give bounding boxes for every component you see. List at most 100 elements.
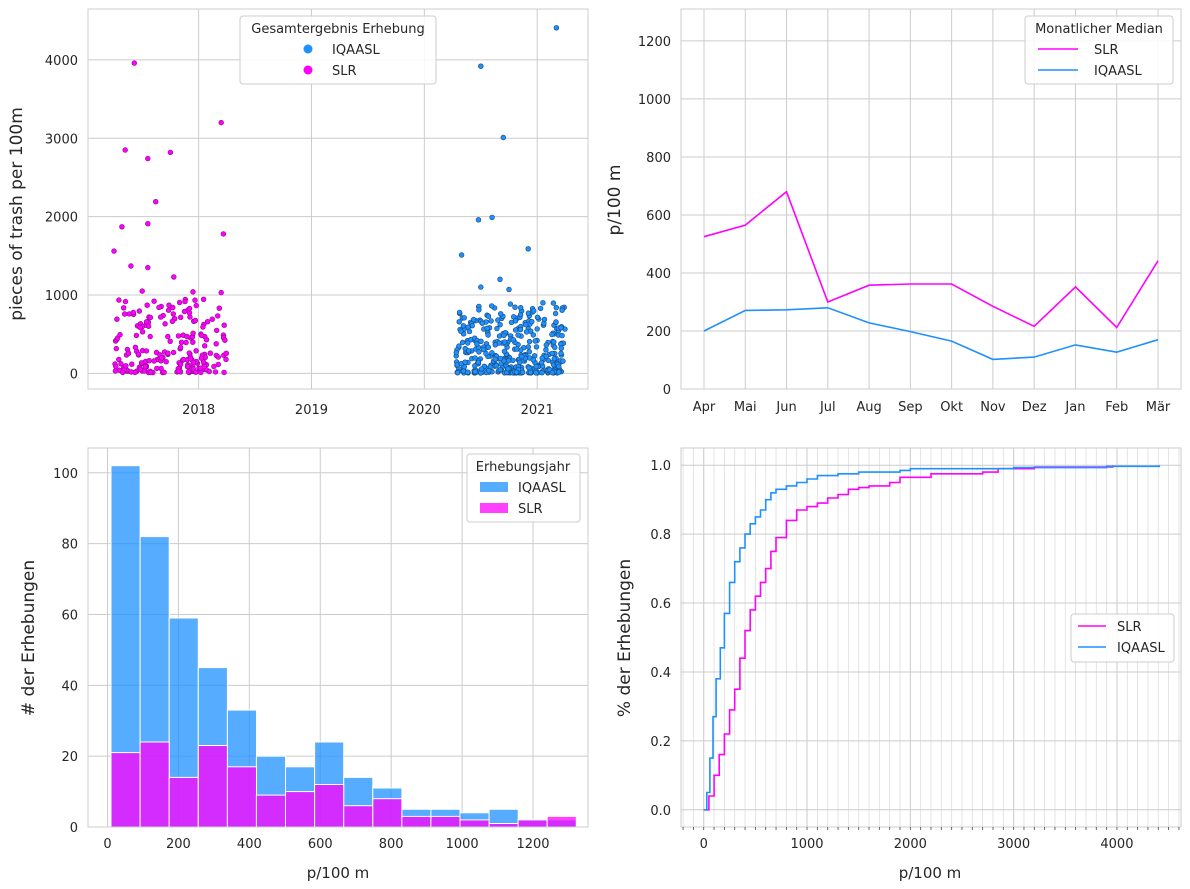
scatter-point [498, 311, 504, 317]
histogram-x-tick: 800 [379, 837, 404, 852]
scatter-point [489, 303, 495, 309]
histogram-legend-swatch-iqaasl [480, 482, 508, 492]
scatter-point [552, 344, 558, 351]
ecdf-y-tick: 0.8 [650, 528, 671, 543]
scatter-point [517, 305, 524, 311]
scatter-point [556, 363, 562, 370]
scatter-point [144, 302, 150, 308]
histogram-bar-slr [197, 745, 228, 828]
histogram-bar-slr [401, 815, 432, 828]
scatter-point [506, 286, 512, 293]
scatter-point [486, 368, 492, 374]
scatter-point [479, 320, 485, 326]
scatter-point [510, 337, 516, 343]
scatter-point [178, 339, 185, 345]
scatter-point [135, 351, 142, 357]
scatter-point [454, 370, 461, 376]
scatter-point [143, 319, 150, 325]
scatter-y-tick: 0 [70, 367, 78, 382]
scatter-point [175, 333, 182, 339]
scatter-point [489, 214, 495, 221]
scatter-point [492, 342, 498, 348]
scatter-point [185, 369, 192, 375]
scatter-point [475, 359, 481, 366]
scatter-point [186, 310, 193, 316]
scatter-point [539, 355, 545, 361]
histogram-x-tick: 200 [166, 837, 191, 852]
scatter-point [209, 316, 216, 322]
scatter-point [145, 155, 151, 162]
scatter-point [530, 308, 537, 314]
histogram-y-tick: 80 [61, 538, 78, 553]
scatter-point [204, 319, 211, 325]
scatter-point [476, 349, 482, 355]
histogram-bar-slr [372, 798, 403, 828]
scatter-point [206, 368, 213, 375]
scatter-point [156, 304, 162, 311]
scatter-point [559, 307, 565, 313]
histogram-x-tick: 600 [308, 837, 333, 852]
histogram-x-axis-label: p/100 m [307, 864, 370, 882]
histogram-y-axis-label: # der Erhebungen [19, 560, 39, 716]
scatter-point [113, 345, 120, 352]
scatter-point [139, 329, 146, 335]
ecdf-legend-label-iqaasl: IQAASL [1117, 641, 1165, 656]
scatter-point [184, 333, 190, 340]
scatter-point [161, 369, 167, 375]
scatter-point [165, 350, 171, 356]
scatter-point [460, 323, 467, 329]
histogram-bar-slr [546, 815, 577, 828]
scatter-y-tick: 4000 [45, 54, 78, 69]
median-x-tick: Jun [775, 400, 796, 415]
scatter-point [169, 318, 176, 324]
scatter-point [181, 308, 188, 315]
scatter-point [118, 361, 124, 367]
median-x-tick: Apr [693, 400, 716, 415]
scatter-point [202, 343, 208, 349]
scatter-point [459, 339, 466, 346]
histogram-bar-slr [139, 741, 170, 828]
scatter-point [543, 342, 549, 348]
histogram-bar-slr [110, 752, 141, 828]
scatter-point [133, 332, 140, 339]
median-line-iqaasl [703, 306, 1159, 361]
scatter-point [489, 350, 495, 356]
scatter-point [497, 355, 504, 362]
scatter-point [515, 332, 521, 338]
scatter-point [213, 341, 219, 347]
scatter-legend-box [239, 15, 437, 85]
ecdf-line-slr [703, 465, 1114, 811]
median-y-tick: 400 [646, 267, 671, 282]
histogram-x-tick: 1200 [516, 837, 549, 852]
scatter-point [545, 357, 551, 364]
scatter-panel: 0 1000 2000 3000 4000 2018 2019 2020 2021 piece… [7, 8, 589, 418]
scatter-point [485, 344, 491, 350]
histogram-y-tick: 60 [61, 608, 78, 623]
scatter-point [182, 298, 188, 305]
scatter-point [212, 369, 219, 375]
scatter-point [453, 349, 459, 356]
scatter-point [513, 369, 520, 375]
scatter-x-ticks: 2018 2019 2020 2021 [182, 403, 554, 418]
scatter-point [514, 346, 520, 352]
scatter-point [494, 325, 500, 332]
histogram-bars-slr [110, 741, 577, 828]
scatter-point [484, 325, 490, 331]
scatter-point [145, 221, 151, 227]
scatter-y-tick: 2000 [45, 211, 78, 226]
scatter-point [540, 300, 546, 306]
scatter-point [497, 322, 503, 328]
histogram-y-tick: 20 [61, 750, 78, 765]
scatter-point [222, 337, 228, 343]
scatter-point [122, 147, 128, 153]
scatter-point [178, 314, 184, 320]
scatter-point [167, 338, 173, 344]
scatter-point [501, 339, 508, 345]
median-x-tick: Mär [1146, 400, 1171, 415]
scatter-y-tick: 3000 [45, 132, 78, 147]
scatter-point [183, 339, 189, 346]
histogram-y-ticks: 0 20 40 60 80 100 [53, 467, 78, 836]
ecdf-y-axis-label: % der Erhebungen [615, 559, 635, 717]
scatter-point [187, 356, 194, 362]
scatter-point [111, 248, 117, 254]
